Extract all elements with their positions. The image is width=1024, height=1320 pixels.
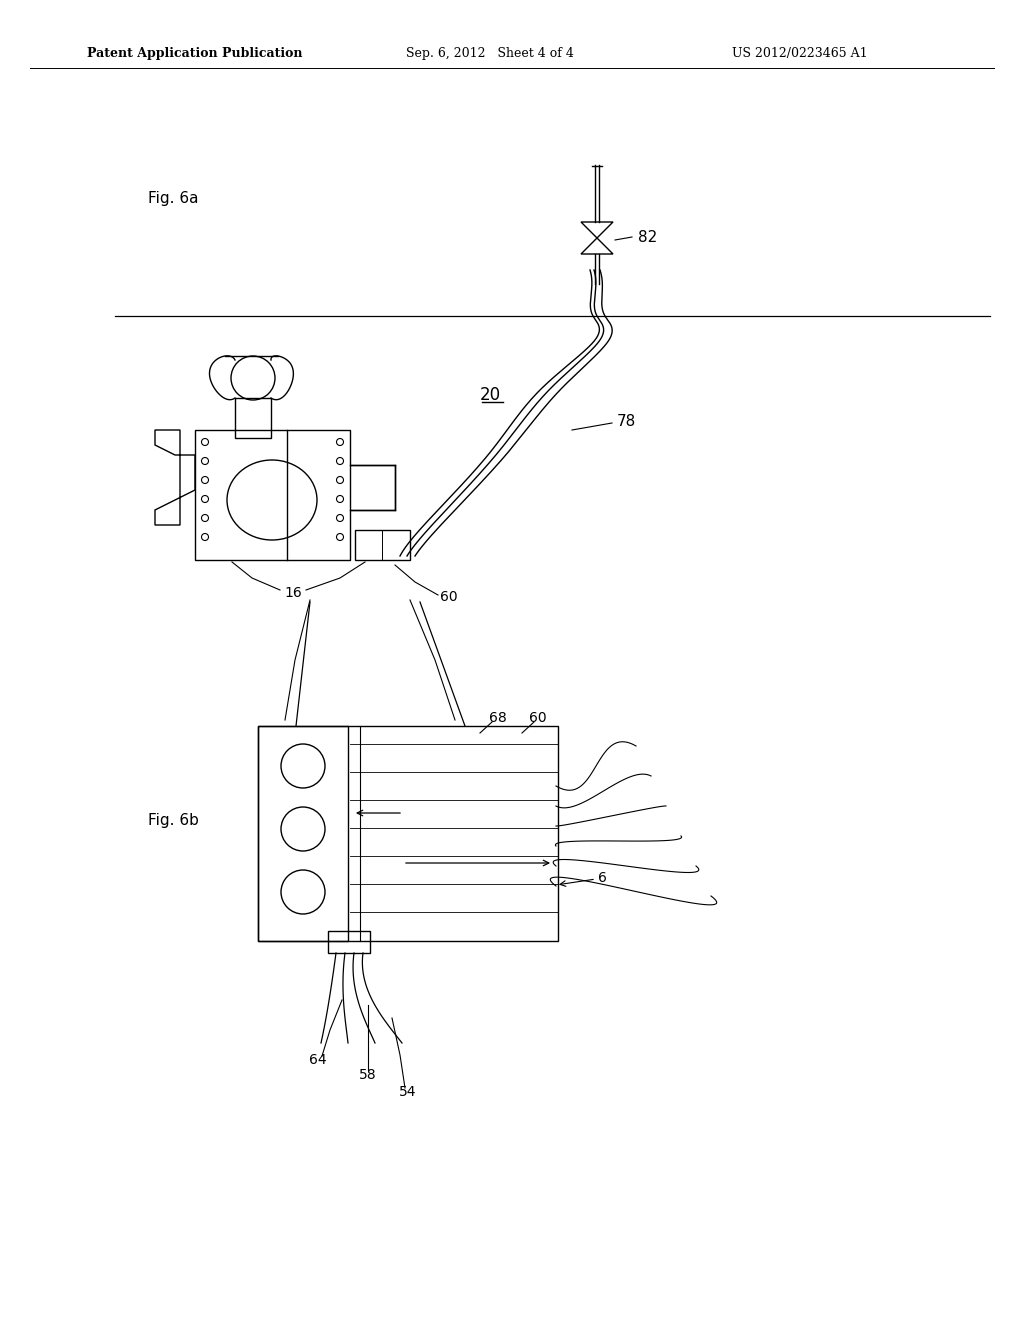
Text: Fig. 6a: Fig. 6a xyxy=(148,190,199,206)
Text: 64: 64 xyxy=(309,1053,327,1067)
Text: Fig. 6b: Fig. 6b xyxy=(148,813,199,828)
Text: 16: 16 xyxy=(284,586,302,601)
Text: 82: 82 xyxy=(638,230,657,244)
Bar xyxy=(234,399,271,438)
Text: 20: 20 xyxy=(479,385,501,404)
Text: 68: 68 xyxy=(489,711,507,725)
Bar xyxy=(328,931,370,953)
Bar xyxy=(258,726,558,941)
Text: US 2012/0223465 A1: US 2012/0223465 A1 xyxy=(732,46,867,59)
Text: 58: 58 xyxy=(359,1068,377,1082)
Text: 60: 60 xyxy=(529,711,547,725)
Bar xyxy=(258,726,348,941)
Text: Sep. 6, 2012   Sheet 4 of 4: Sep. 6, 2012 Sheet 4 of 4 xyxy=(407,46,573,59)
Text: Patent Application Publication: Patent Application Publication xyxy=(87,46,303,59)
Bar xyxy=(355,531,410,560)
Text: 6: 6 xyxy=(598,871,607,884)
Text: 78: 78 xyxy=(617,414,636,429)
Text: 54: 54 xyxy=(399,1085,417,1100)
Text: 60: 60 xyxy=(440,590,458,605)
Bar xyxy=(195,430,350,560)
